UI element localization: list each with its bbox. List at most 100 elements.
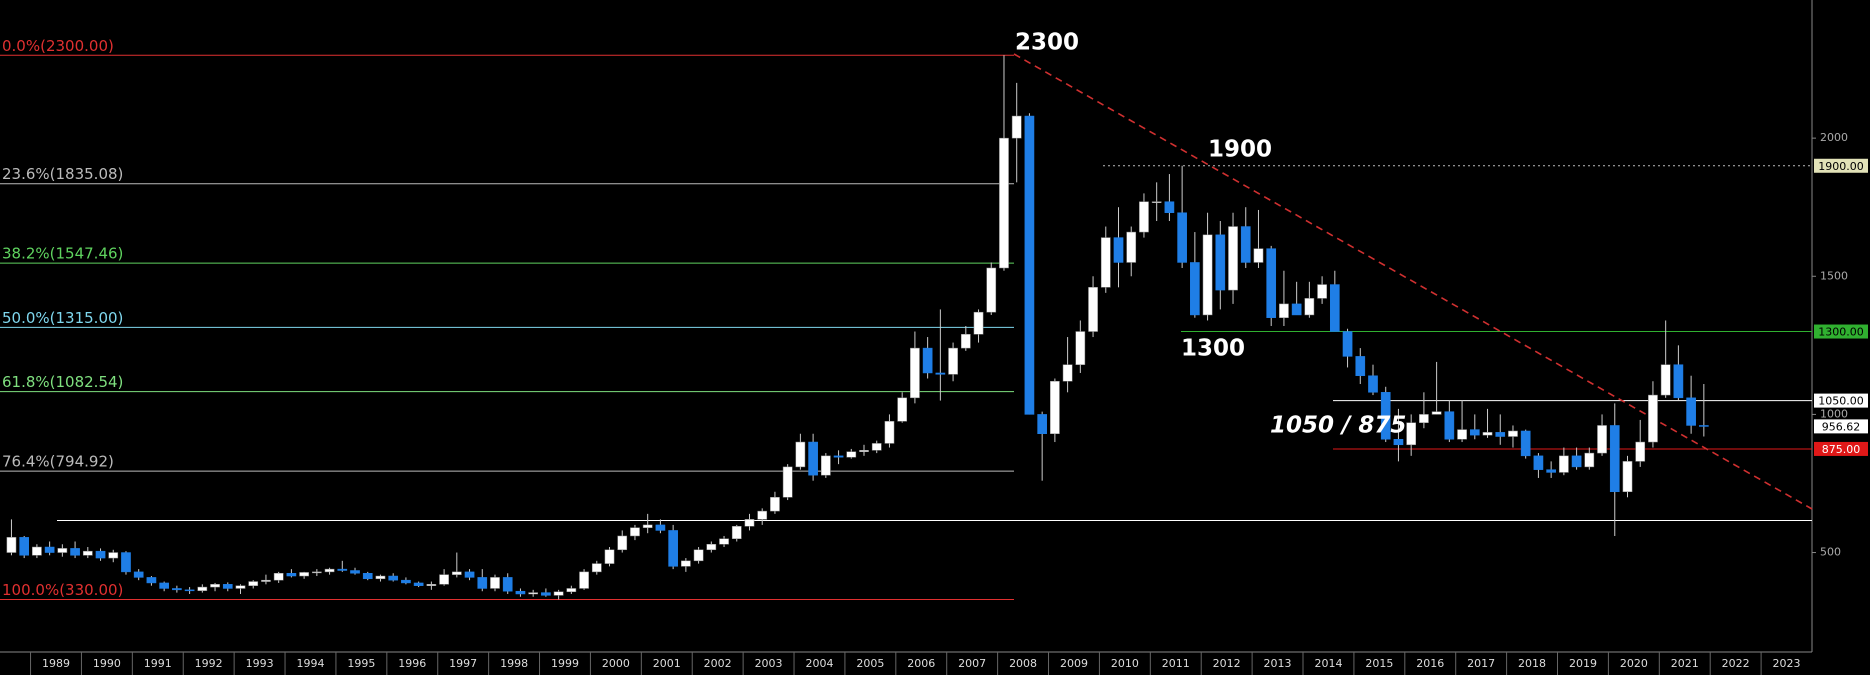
y-tick-label: 500 [1820, 546, 1841, 559]
candle-body [1648, 394, 1658, 443]
candle-body [1584, 452, 1595, 468]
candle-body [833, 455, 844, 458]
candle-body [439, 574, 449, 585]
candle-body [859, 450, 869, 452]
candle-body [1469, 429, 1480, 436]
candle-body [1215, 234, 1226, 291]
annotation: 1050 / 875 [1270, 413, 1406, 439]
candle-body [1037, 414, 1047, 434]
candle-body [579, 571, 589, 589]
candle-body [1266, 248, 1277, 318]
candle-body [1546, 469, 1556, 473]
x-tick-label: 1994 [296, 657, 324, 670]
x-tick-label: 1989 [42, 657, 70, 670]
x-tick-label: 1999 [551, 657, 579, 670]
candle-body [146, 577, 157, 584]
x-tick-label: 2007 [958, 657, 986, 670]
candle-body [1635, 441, 1646, 462]
candle-body [133, 571, 144, 578]
price-tag [1814, 441, 1868, 456]
candle-body [172, 588, 182, 591]
candle-body [1699, 425, 1709, 427]
candle-body [286, 573, 297, 577]
x-tick-label: 2014 [1314, 657, 1342, 670]
candle-body [1673, 364, 1684, 399]
fib-label: 23.6%(1835.08) [2, 165, 123, 183]
x-tick-label: 2003 [755, 657, 783, 670]
candle-body [515, 590, 526, 595]
candle-body [1177, 212, 1187, 263]
candle-body [1253, 248, 1264, 263]
candle-body [1559, 455, 1569, 473]
x-tick-label: 2002 [704, 657, 732, 670]
candle-body [1228, 226, 1238, 291]
candle-body [604, 549, 615, 564]
candle-body [1202, 234, 1213, 316]
x-tick-label: 1998 [500, 657, 528, 670]
x-tick-label: 2013 [1264, 657, 1292, 670]
candle-body [1571, 455, 1582, 468]
y-tick-label: 1000 [1820, 407, 1848, 420]
candle-body [248, 581, 259, 586]
x-tick-label: 2009 [1060, 657, 1088, 670]
candle-body [541, 592, 551, 596]
y-tick-label: 2000 [1820, 131, 1848, 144]
candle-body [719, 538, 729, 545]
price-tag [1814, 324, 1868, 339]
candle-body [922, 347, 933, 374]
candle-body [1482, 432, 1493, 436]
candle-body [1304, 298, 1315, 316]
candle-body [324, 568, 335, 573]
x-tick-label: 2018 [1518, 657, 1546, 670]
x-tick-label: 2011 [1162, 657, 1190, 670]
x-tick-label: 2008 [1009, 657, 1037, 670]
candle-body [1291, 303, 1302, 316]
x-tick-label: 2015 [1365, 657, 1393, 670]
price-tag-label: 875.00 [1822, 443, 1861, 456]
candle-body [617, 535, 628, 551]
fib-label: 61.8%(1082.54) [2, 373, 123, 391]
trendline [1013, 53, 1813, 510]
candle-body [1240, 226, 1251, 263]
candle-body [1075, 331, 1086, 365]
candle-body [591, 563, 602, 573]
candle-body [528, 592, 538, 595]
candle-body [1011, 115, 1022, 139]
x-tick-label: 2019 [1569, 657, 1597, 670]
candle-body [413, 582, 424, 586]
annotation: 1900 [1208, 137, 1272, 163]
candle-body [871, 443, 882, 451]
candle-body [986, 267, 997, 313]
candle-body [795, 441, 806, 468]
candle-body [1368, 375, 1378, 393]
candle-body [222, 584, 233, 589]
fib-label: 76.4%(794.92) [2, 453, 114, 471]
x-tick-label: 1995 [347, 657, 375, 670]
candle-body [210, 584, 220, 588]
candle-body [884, 421, 895, 444]
candle-body [235, 585, 246, 589]
candle-body [6, 537, 17, 553]
price-tag [1814, 158, 1868, 173]
x-tick-label: 2017 [1467, 657, 1495, 670]
candle-body [808, 441, 818, 476]
candle-body [1062, 364, 1073, 382]
candle-body [1686, 397, 1696, 426]
x-tick-label: 1991 [144, 657, 172, 670]
candle-body [973, 311, 984, 335]
fib-label: 38.2%(1547.46) [2, 245, 123, 263]
candle-body [935, 372, 946, 375]
candle-body [273, 573, 284, 581]
candle-body [1050, 381, 1060, 434]
x-tick-label: 2000 [602, 657, 630, 670]
candle-body [464, 571, 475, 578]
price-tag-label: 1900.00 [1818, 160, 1864, 173]
candle-body [108, 552, 119, 559]
candle-body [1164, 201, 1175, 213]
candle-body [312, 571, 322, 574]
candle-body [388, 575, 399, 581]
annotation: 1300 [1181, 336, 1245, 362]
candle-body [1355, 356, 1366, 376]
candle-body [1622, 461, 1633, 493]
x-tick-label: 1997 [449, 657, 477, 670]
